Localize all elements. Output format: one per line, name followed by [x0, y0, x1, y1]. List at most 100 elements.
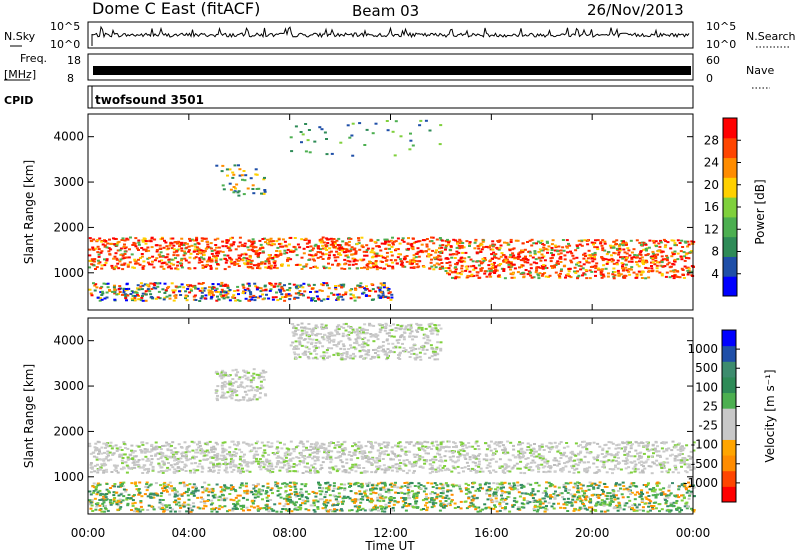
range-cell	[622, 508, 626, 511]
range-cell	[630, 251, 634, 254]
range-cell	[313, 244, 317, 247]
range-cell	[271, 240, 275, 243]
range-cell	[169, 510, 173, 513]
range-cell	[394, 466, 398, 469]
range-cell	[600, 270, 604, 273]
range-cell	[105, 291, 109, 294]
range-cell	[455, 246, 459, 249]
range-cell	[166, 455, 170, 458]
range-cell	[140, 247, 144, 249]
range-cell	[283, 464, 287, 467]
range-cell	[268, 462, 272, 465]
range-cell	[651, 256, 655, 259]
range-cell	[585, 277, 589, 280]
range-cell	[160, 466, 164, 469]
range-cell	[514, 239, 518, 242]
range-cell	[102, 442, 106, 445]
range-cell	[640, 455, 644, 458]
range-cell	[458, 449, 462, 452]
range-cell	[90, 467, 94, 470]
range-cell	[613, 456, 617, 459]
range-cell	[494, 492, 497, 495]
range-cell	[408, 462, 412, 465]
range-cell	[158, 464, 162, 467]
range-cell	[271, 242, 275, 245]
range-cell	[346, 124, 350, 127]
range-cell	[537, 266, 540, 269]
range-cell	[602, 456, 606, 459]
range-cell	[687, 481, 690, 484]
range-cell	[177, 443, 181, 446]
range-cell	[174, 285, 178, 288]
range-cell	[416, 441, 420, 444]
range-cell	[203, 287, 207, 290]
range-cell	[315, 290, 319, 293]
range-cell	[412, 461, 416, 464]
range-cell	[173, 459, 176, 462]
range-cell	[176, 268, 180, 271]
range-cell	[358, 467, 361, 469]
range-cell	[386, 444, 390, 447]
range-cell	[228, 289, 232, 291]
range-cell	[174, 499, 178, 502]
range-cell	[240, 174, 244, 177]
range-cell	[391, 242, 395, 245]
range-cell	[214, 290, 218, 293]
range-cell	[455, 460, 459, 463]
range-cell	[661, 465, 665, 468]
range-cell	[188, 469, 192, 472]
range-cell	[221, 245, 225, 248]
range-cell	[214, 289, 218, 292]
range-cell	[360, 236, 364, 239]
range-cell	[675, 275, 679, 278]
range-cell	[445, 445, 449, 448]
range-cell	[600, 453, 604, 455]
range-cell	[370, 249, 374, 252]
range-cell	[682, 447, 686, 450]
range-cell	[243, 242, 247, 245]
range-cell	[154, 297, 158, 300]
range-cell	[301, 133, 305, 136]
range-cell	[456, 456, 460, 458]
range-cell	[524, 261, 527, 264]
range-cell	[650, 265, 653, 267]
range-cell	[146, 288, 150, 291]
range-cell	[349, 293, 353, 296]
range-cell	[105, 470, 109, 473]
range-cell	[643, 502, 647, 505]
range-cell	[572, 465, 576, 468]
range-cell	[386, 289, 390, 292]
range-cell	[463, 260, 467, 263]
range-cell	[354, 252, 358, 255]
range-cell	[565, 461, 569, 463]
range-cell	[342, 283, 346, 286]
range-cell	[670, 449, 674, 452]
range-cell	[244, 174, 248, 177]
range-cell	[153, 454, 157, 457]
range-cell	[261, 507, 265, 510]
range-cell	[224, 245, 228, 248]
range-cell	[319, 464, 323, 467]
range-cell	[383, 242, 387, 245]
range-cell	[460, 256, 464, 259]
range-cell	[341, 465, 345, 468]
range-cell	[228, 299, 232, 302]
range-cell	[122, 287, 126, 290]
colorbar-segment	[723, 157, 737, 178]
range-cell	[280, 447, 284, 450]
range-cell	[640, 464, 644, 466]
range-cell	[326, 298, 330, 300]
range-cell	[299, 293, 303, 296]
range-cell	[399, 253, 402, 256]
range-cell	[258, 267, 262, 270]
range-cell	[683, 259, 687, 262]
range-cell	[279, 466, 282, 469]
range-cell	[559, 469, 562, 472]
range-cell	[457, 459, 460, 462]
range-cell	[379, 447, 383, 450]
range-cell	[600, 489, 604, 491]
range-cell	[418, 250, 422, 253]
range-cell	[134, 237, 138, 240]
range-cell	[353, 451, 357, 454]
range-cell	[601, 259, 605, 262]
